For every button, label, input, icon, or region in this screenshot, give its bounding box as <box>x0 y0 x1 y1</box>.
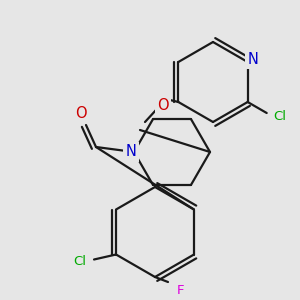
Text: O: O <box>157 98 169 112</box>
Text: F: F <box>177 284 185 296</box>
Text: N: N <box>247 52 258 67</box>
Text: O: O <box>75 106 87 121</box>
Text: Cl: Cl <box>273 110 286 122</box>
Text: Cl: Cl <box>74 255 86 268</box>
Text: N: N <box>126 145 136 160</box>
